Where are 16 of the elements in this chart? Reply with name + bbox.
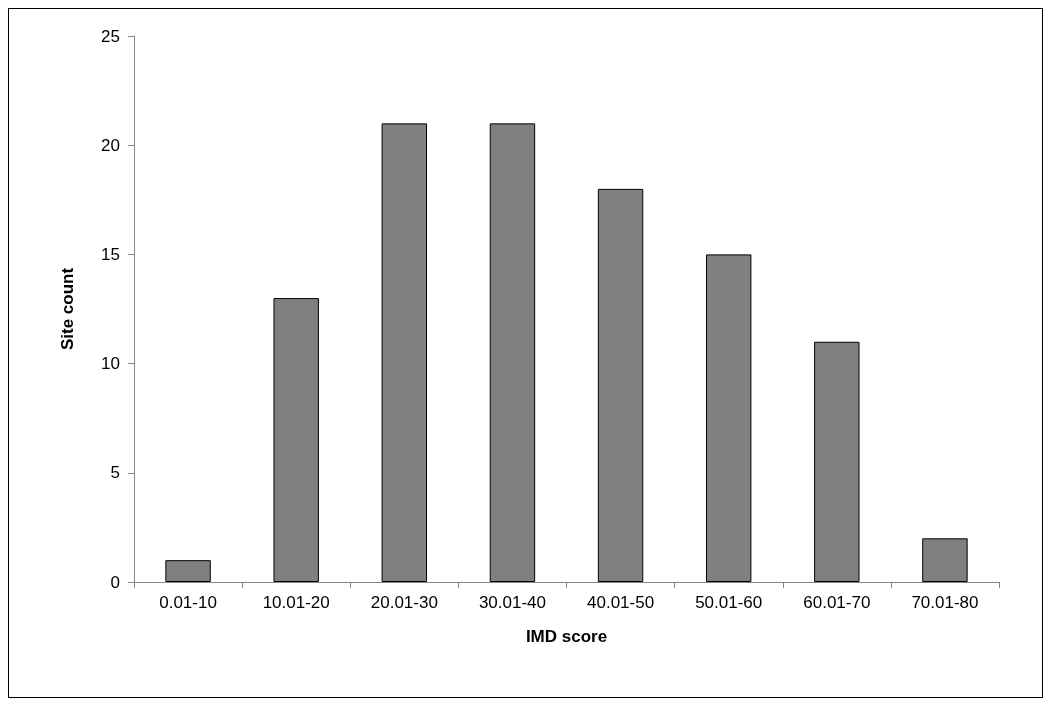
x-tick-label: 0.01-10 xyxy=(159,593,217,612)
y-tick-label: 15 xyxy=(101,244,120,264)
x-tick-label: 30.01-40 xyxy=(478,593,546,612)
x-axis-title: IMD score xyxy=(525,627,608,646)
x-tick-label: 60.01-70 xyxy=(803,593,871,612)
x-tick-label: 40.01-50 xyxy=(587,593,655,612)
y-tick-label: 5 xyxy=(110,463,120,483)
x-tick-label: 10.01-20 xyxy=(262,593,330,612)
y-tick-label: 10 xyxy=(101,354,120,374)
x-tick-label: 50.01-60 xyxy=(695,593,763,612)
y-axis-title: Site count xyxy=(58,267,77,351)
x-tick-label: 70.01-80 xyxy=(911,593,979,612)
x-tick-label: 20.01-30 xyxy=(370,593,438,612)
y-tick-label: 25 xyxy=(101,26,120,46)
y-tick-label: 20 xyxy=(101,135,120,155)
y-tick-label: 0 xyxy=(110,572,120,592)
